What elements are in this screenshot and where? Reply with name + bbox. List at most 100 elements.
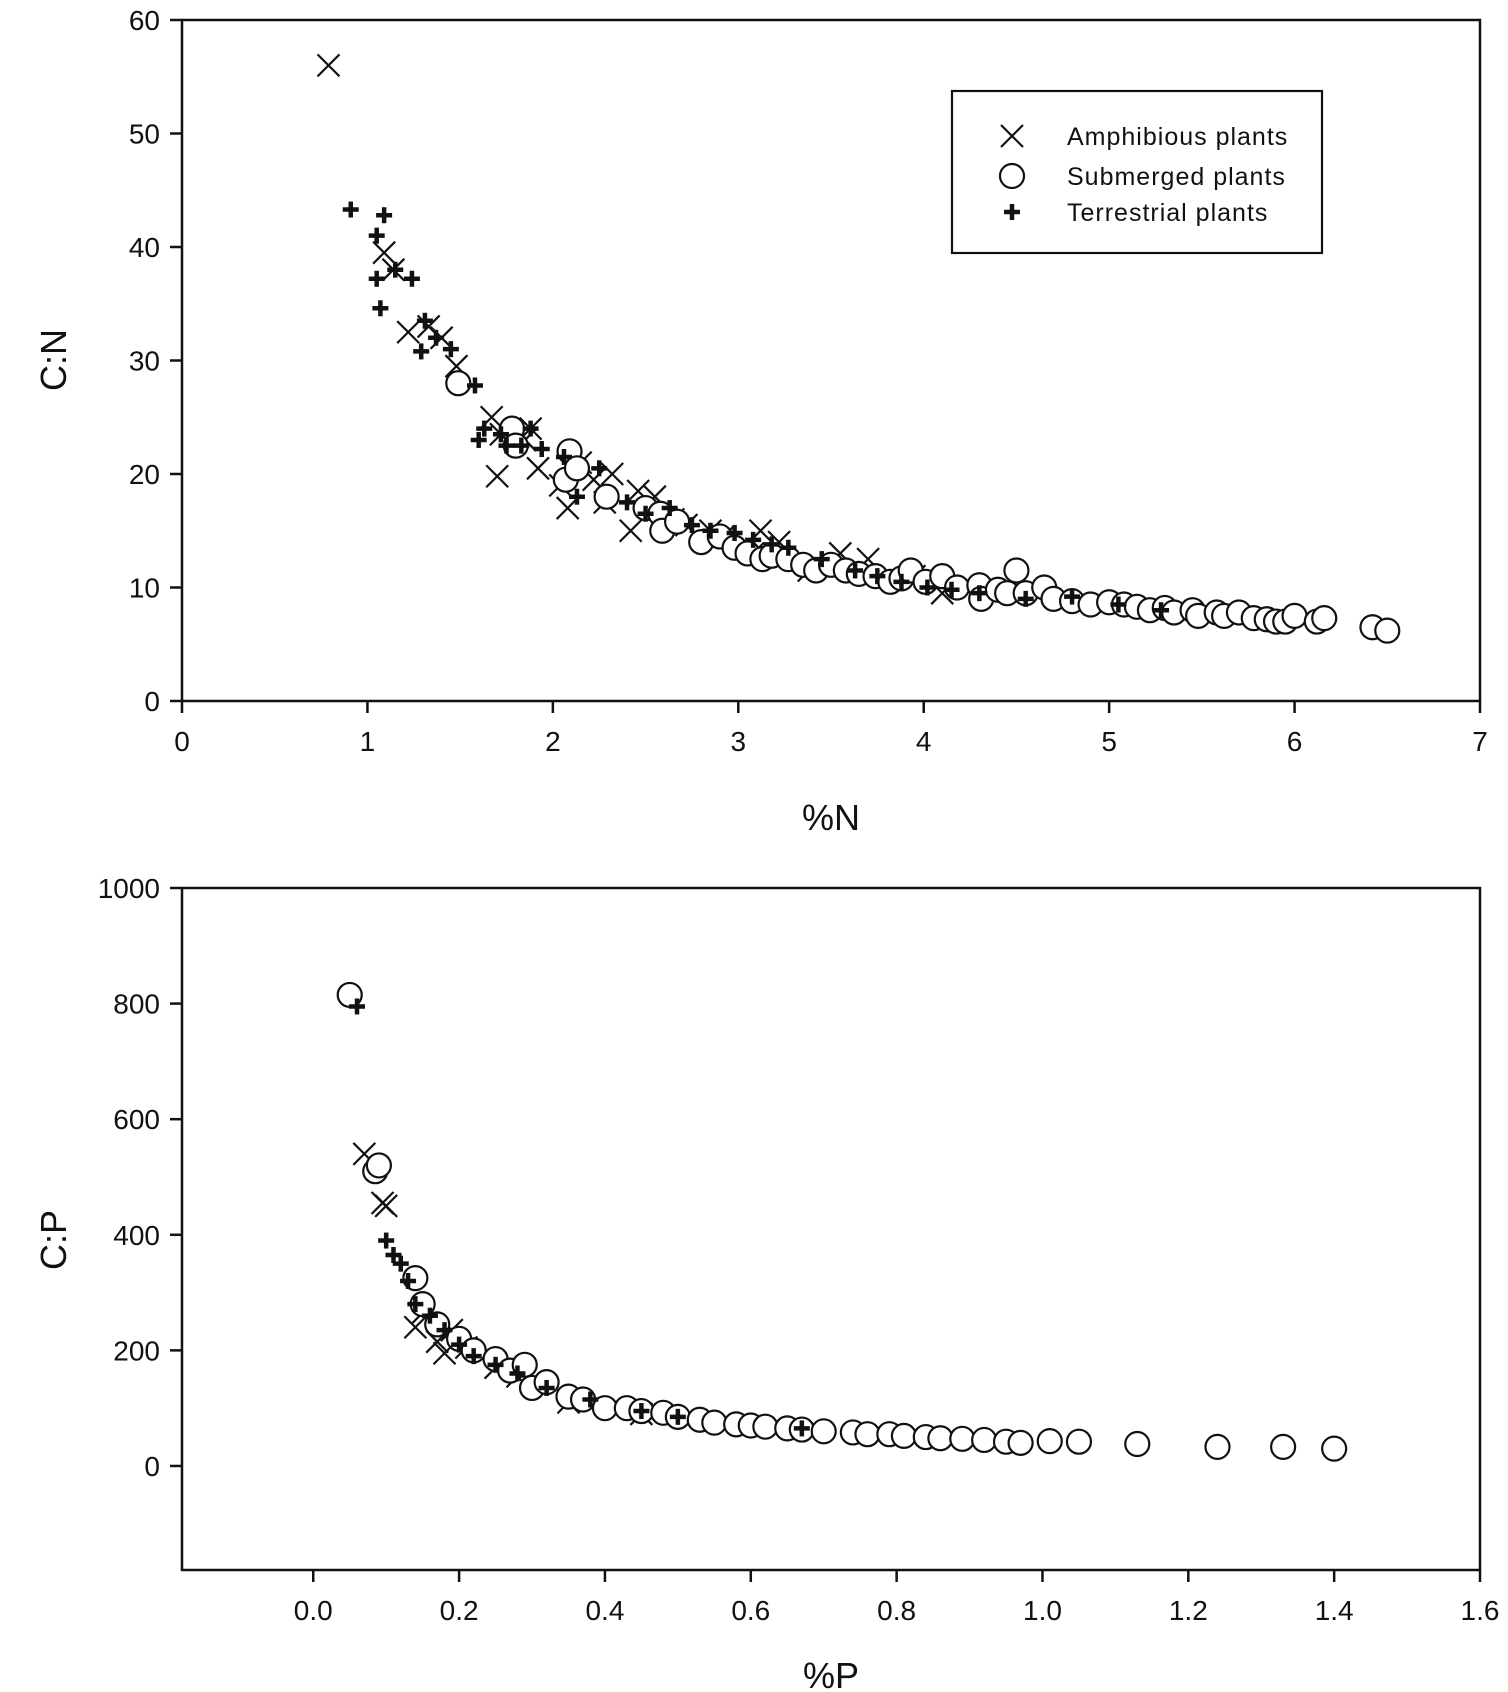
x-tick-label: 2 [545,726,561,757]
amphibious-point [316,53,341,78]
terrestrial-point [416,312,433,329]
terrestrial-point [376,207,393,224]
terrestrial-point [403,270,420,287]
terrestrial-point [442,341,459,358]
x-tick-label: 1.4 [1315,1595,1354,1626]
terrestrial-point [513,437,530,454]
terrestrial-point [342,201,359,218]
y-tick-label: 10 [129,573,160,604]
terrestrial-point [702,522,719,539]
legend-marker-terrestrial [1004,204,1020,220]
submerged-point [752,1413,779,1440]
terrestrial-point [813,551,830,568]
x-tick-label: 3 [730,726,746,757]
y-tick-label: 60 [129,5,160,36]
x-tick-label: 7 [1472,726,1488,757]
x-tick-label: 1.6 [1461,1595,1500,1626]
submerged-point [1311,605,1338,632]
legend-label: Terrestrial plants [1067,199,1268,227]
submerged-point [701,1409,728,1436]
submerged-point [1036,1428,1063,1455]
x-tick-label: 0.6 [731,1595,770,1626]
terrestrial-point [476,420,493,437]
amphibious-point [396,320,421,344]
terrestrial-point [726,525,743,542]
y-tick-label: 1000 [98,873,160,904]
submerged-point [1007,1429,1034,1456]
terrestrial-point [372,300,389,317]
terrestrial-point [492,426,509,443]
submerged-point [1124,1430,1151,1458]
x-tick-label: 0.2 [440,1595,479,1626]
terrestrial-point [943,581,960,598]
legend-label: Submerged plants [1067,163,1286,191]
terrestrial-point [661,500,678,517]
x-tick-label: 5 [1101,726,1117,757]
submerged-point [854,1421,881,1448]
submerged-point [563,455,591,482]
terrestrial-point [919,579,936,596]
terrestrial-point [568,488,585,505]
terrestrial-point [1064,588,1081,605]
submerged-point [1281,602,1308,629]
amphibious-point [618,518,643,543]
terrestrial-point [869,568,886,585]
x-axis-title: %N [802,797,860,838]
terrestrial-point [1153,602,1170,619]
y-tick-label: 30 [129,346,160,377]
submerged-point [1003,557,1030,584]
terrestrial-point [793,1420,810,1437]
series-terrestrial [342,201,1170,619]
series-amphibious [352,1142,654,1426]
submerged-point [1270,1433,1297,1460]
terrestrial-point [582,1391,599,1408]
series-terrestrial [349,998,810,1437]
amphibious-point [526,456,550,481]
amphibious-point [372,240,396,265]
x-tick-label: 4 [916,726,932,757]
submerged-point [1204,1433,1231,1460]
submerged-point [1065,1428,1093,1455]
chart-panel-2: 0.0 0.2 0.4 0.6 0.8 1.0 1.2 1.4 1.6 0 200 400 600 800… [33,873,1499,1692]
terrestrial-point [893,573,910,590]
legend: Amphibious plants Submerged plants Terrest… [950,89,1324,255]
submerged-point [1374,617,1401,644]
terrestrial-point [498,437,515,454]
x-tick-label: 0 [174,726,190,757]
terrestrial-point [413,343,430,360]
terrestrial-point [971,585,988,602]
terrestrial-point [538,1379,555,1396]
terrestrial-point [533,441,550,458]
submerged-point [971,1426,998,1454]
y-tick-label: 600 [113,1104,160,1135]
submerged-point [810,1418,837,1445]
submerged-point [927,1425,954,1452]
y-tick-label: 0 [144,1451,160,1482]
x-tick-label: 0.8 [877,1595,916,1626]
terrestrial-point [466,377,483,394]
terrestrial-point [470,431,487,448]
y-tick-label: 800 [113,989,160,1020]
terrestrial-point [428,329,445,346]
submerged-point [445,370,472,397]
submerged-point [890,1422,918,1450]
y-tick-label: 0 [144,686,160,717]
legend-marker-submerged [998,162,1026,190]
amphibious-point [485,464,510,489]
chart-panel-1: 0 1 2 3 4 5 6 7 0 10 20 30 40 50 60 %N C:N Amphibious pla… [33,5,1488,838]
terrestrial-point [847,562,864,579]
terrestrial-point [385,1247,402,1264]
legend-marker-amphibious [1000,124,1024,148]
submerged-point [1321,1435,1348,1462]
x-tick-label: 1 [360,726,376,757]
terrestrial-point [780,539,797,556]
submerged-point [949,1425,976,1452]
series-submerged [336,981,1348,1462]
x-tick-label: 6 [1287,726,1303,757]
y-tick-label: 40 [129,232,160,263]
terrestrial-point [436,1322,453,1339]
submerged-point [593,483,620,510]
x-tick-label: 1.2 [1169,1595,1208,1626]
terrestrial-point [392,1255,409,1272]
